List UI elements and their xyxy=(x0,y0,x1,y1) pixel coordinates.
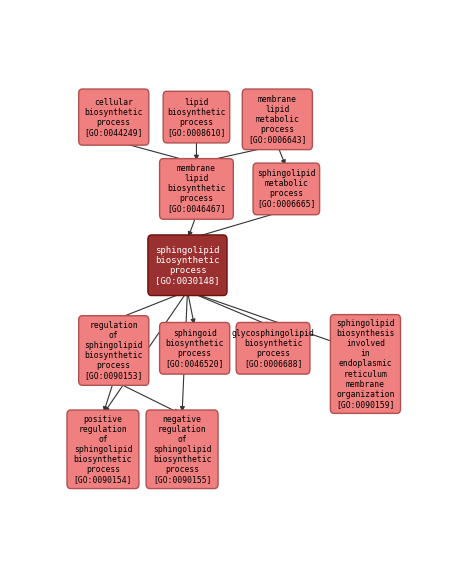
FancyBboxPatch shape xyxy=(236,322,309,374)
Text: sphingolipid
metabolic
process
[GO:0006665]: sphingolipid metabolic process [GO:00066… xyxy=(257,169,315,209)
Text: lipid
biosynthetic
process
[GO:0008610]: lipid biosynthetic process [GO:0008610] xyxy=(167,97,225,136)
Text: membrane
lipid
biosynthetic
process
[GO:0046467]: membrane lipid biosynthetic process [GO:… xyxy=(167,164,225,213)
FancyBboxPatch shape xyxy=(242,89,312,150)
Text: glycosphingolipid
biosynthetic
process
[GO:0006688]: glycosphingolipid biosynthetic process [… xyxy=(231,329,314,368)
Text: positive
regulation
of
sphingolipid
biosynthetic
process
[GO:0090154]: positive regulation of sphingolipid bios… xyxy=(74,415,132,484)
Text: regulation
of
sphingolipid
biosynthetic
process
[GO:0090153]: regulation of sphingolipid biosynthetic … xyxy=(84,321,143,380)
Text: negative
regulation
of
sphingolipid
biosynthetic
process
[GO:0090155]: negative regulation of sphingolipid bios… xyxy=(152,415,211,484)
FancyBboxPatch shape xyxy=(67,410,138,489)
Text: membrane
lipid
metabolic
process
[GO:0006643]: membrane lipid metabolic process [GO:000… xyxy=(248,95,306,144)
FancyBboxPatch shape xyxy=(148,235,226,296)
FancyBboxPatch shape xyxy=(159,322,229,374)
FancyBboxPatch shape xyxy=(330,315,400,413)
FancyBboxPatch shape xyxy=(79,316,149,385)
Text: cellular
biosynthetic
process
[GO:0044249]: cellular biosynthetic process [GO:004424… xyxy=(84,97,143,136)
FancyBboxPatch shape xyxy=(163,92,229,143)
FancyBboxPatch shape xyxy=(146,410,218,489)
Text: sphingoid
biosynthetic
process
[GO:0046520]: sphingoid biosynthetic process [GO:00465… xyxy=(165,329,224,368)
Text: sphingolipid
biosynthetic
process
[GO:0030148]: sphingolipid biosynthetic process [GO:00… xyxy=(155,245,219,285)
FancyBboxPatch shape xyxy=(252,163,319,215)
Text: sphingolipid
biosynthesis
involved
in
endoplasmic
reticulum
membrane
organizatio: sphingolipid biosynthesis involved in en… xyxy=(336,319,394,409)
FancyBboxPatch shape xyxy=(159,159,233,219)
FancyBboxPatch shape xyxy=(79,89,149,145)
